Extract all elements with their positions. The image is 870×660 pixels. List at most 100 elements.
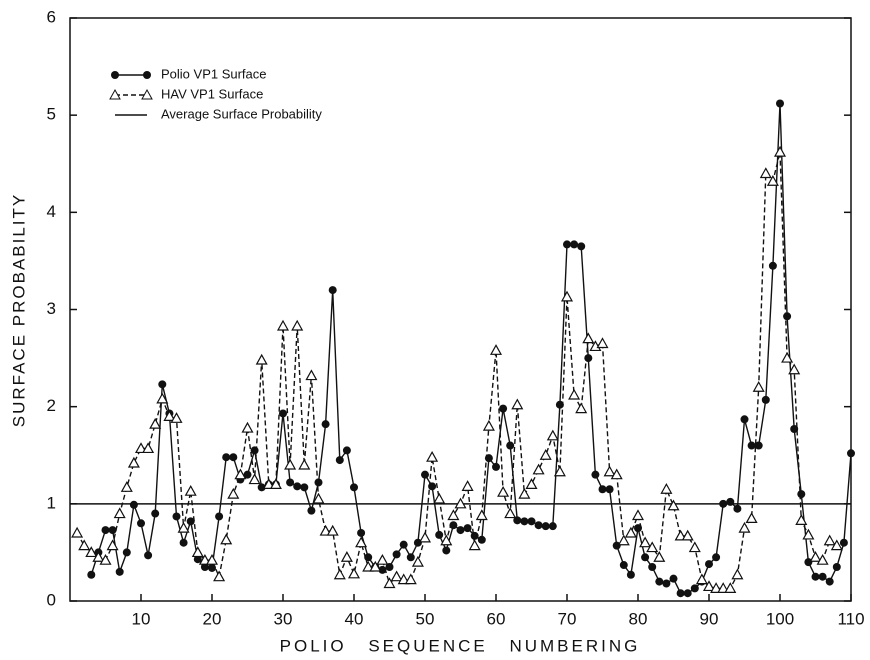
x-tick-label: 80 xyxy=(629,609,648,628)
point xyxy=(823,534,836,546)
point xyxy=(832,562,841,571)
point xyxy=(369,560,382,572)
point xyxy=(570,240,579,249)
point xyxy=(234,468,247,480)
point xyxy=(802,528,815,540)
y-axis-label: SURFACE PROBABILITY xyxy=(9,193,28,428)
x-tick-label: 110 xyxy=(837,609,864,628)
point xyxy=(639,536,652,548)
point xyxy=(648,562,657,571)
point xyxy=(172,512,181,521)
point xyxy=(177,521,190,533)
point xyxy=(712,553,721,562)
point xyxy=(134,442,148,454)
point xyxy=(683,589,692,598)
point xyxy=(768,261,777,270)
point xyxy=(717,582,730,593)
x-tick-label: 100 xyxy=(766,609,794,628)
point xyxy=(163,410,176,421)
series-line xyxy=(76,151,838,590)
point xyxy=(149,417,162,429)
x-tick-label: 10 xyxy=(132,609,151,628)
point xyxy=(71,526,84,538)
point xyxy=(179,538,188,547)
point xyxy=(506,441,515,450)
point xyxy=(563,240,571,249)
y-tick-label: 5 xyxy=(47,105,56,124)
point xyxy=(170,412,183,423)
point xyxy=(319,524,332,536)
point xyxy=(463,524,472,533)
point xyxy=(839,538,848,547)
point xyxy=(378,565,387,574)
point xyxy=(227,487,240,499)
point xyxy=(653,551,666,562)
point xyxy=(156,392,169,404)
point xyxy=(426,450,439,462)
point xyxy=(413,538,422,547)
point xyxy=(200,562,209,571)
point xyxy=(555,400,564,409)
point xyxy=(340,551,353,562)
point xyxy=(184,484,197,496)
point xyxy=(127,456,140,468)
point xyxy=(355,536,368,548)
point xyxy=(307,506,316,515)
point xyxy=(435,530,444,539)
point xyxy=(129,500,138,509)
legend-marker xyxy=(141,88,153,100)
y-tick-label: 1 xyxy=(47,493,56,512)
point xyxy=(598,485,607,494)
point xyxy=(626,570,635,579)
point xyxy=(674,529,687,541)
point xyxy=(87,570,96,579)
point xyxy=(411,555,424,567)
x-tick-label: 30 xyxy=(274,609,293,628)
point xyxy=(681,529,694,541)
point xyxy=(690,584,699,593)
y-tick-label: 0 xyxy=(47,590,56,609)
point xyxy=(456,526,465,535)
point xyxy=(113,507,126,519)
point xyxy=(740,415,749,424)
point xyxy=(662,579,671,588)
point xyxy=(468,539,481,551)
point xyxy=(783,312,792,321)
point xyxy=(731,568,744,580)
point xyxy=(404,573,417,585)
legend-marker xyxy=(143,71,151,79)
point xyxy=(575,402,588,414)
point xyxy=(385,562,394,571)
point xyxy=(115,567,124,576)
point xyxy=(539,449,552,460)
point xyxy=(499,404,508,413)
point xyxy=(300,483,309,492)
point xyxy=(291,319,304,331)
point xyxy=(241,421,254,433)
y-tick-label: 2 xyxy=(47,396,56,415)
x-axis-label: POLIO SEQUENCE NUMBERING xyxy=(280,636,641,655)
point xyxy=(511,398,524,410)
point xyxy=(482,419,495,431)
point xyxy=(766,175,779,186)
point xyxy=(795,514,808,525)
point xyxy=(477,535,486,544)
point xyxy=(220,533,233,545)
point xyxy=(655,577,664,586)
point xyxy=(773,145,787,157)
x-tick-label: 90 xyxy=(700,609,719,628)
point xyxy=(142,442,155,454)
plot-frame xyxy=(69,17,852,602)
point xyxy=(816,553,829,565)
point xyxy=(660,483,673,494)
point xyxy=(250,446,259,455)
point xyxy=(383,577,396,589)
point xyxy=(560,290,574,302)
point xyxy=(532,463,545,475)
point xyxy=(738,521,751,533)
point xyxy=(752,380,765,392)
y-tick-label: 6 xyxy=(47,7,56,26)
point xyxy=(191,546,204,558)
point xyxy=(144,551,153,560)
